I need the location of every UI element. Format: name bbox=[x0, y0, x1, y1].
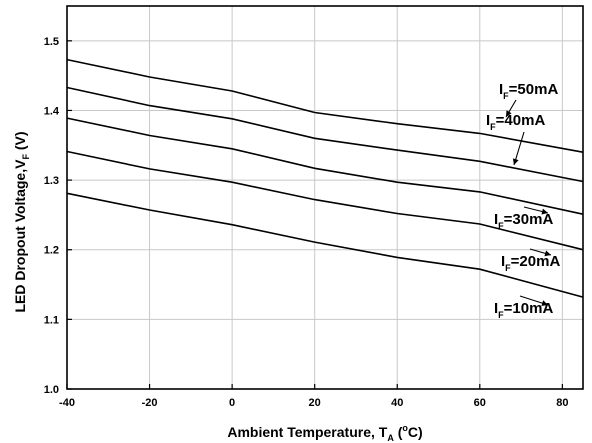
y-tick-label: 1.0 bbox=[44, 384, 59, 396]
tick-marks bbox=[66, 40, 563, 390]
series-line-1 bbox=[66, 86, 584, 183]
series-line-3 bbox=[66, 150, 584, 251]
arrow-head bbox=[541, 208, 548, 215]
series-line-0 bbox=[66, 58, 584, 153]
arrow-head bbox=[506, 110, 512, 117]
x-tick-labels: -40 -20 0 20 40 60 80 bbox=[59, 397, 568, 409]
x-tick-label: 40 bbox=[391, 397, 403, 409]
x-tick-label: 60 bbox=[474, 397, 486, 409]
y-tick-label: 1.3 bbox=[44, 175, 59, 187]
grid-lines bbox=[66, 6, 583, 390]
label-arrows bbox=[505, 99, 552, 306]
arrow-head bbox=[544, 250, 551, 257]
series-label-0: IF=50mA bbox=[499, 81, 558, 101]
series-line-4 bbox=[66, 192, 584, 298]
x-tick-label: 20 bbox=[309, 397, 321, 409]
series-line-2 bbox=[66, 117, 584, 215]
x-tick-label: -40 bbox=[59, 397, 75, 409]
arrow-head bbox=[541, 300, 548, 306]
y-tick-labels: 1.0 1.1 1.2 1.3 1.4 1.5 bbox=[44, 36, 60, 396]
y-tick-label: 1.2 bbox=[44, 245, 59, 257]
y-tick-label: 1.4 bbox=[44, 105, 60, 117]
series-lines bbox=[66, 58, 584, 298]
series-label-1: IF=40mA bbox=[486, 112, 545, 132]
series-label-2: IF=30mA bbox=[494, 211, 553, 231]
x-axis-title: Ambient Temperature, TA (oC) bbox=[227, 423, 422, 443]
series-labels: IF=50mA IF=40mA IF=30mA IF=20mA IF=10mA bbox=[486, 81, 560, 320]
y-tick-label: 1.5 bbox=[44, 36, 59, 48]
x-tick-label: 80 bbox=[556, 397, 568, 409]
series-label-4: IF=10mA bbox=[494, 300, 553, 320]
x-tick-label: 0 bbox=[229, 397, 235, 409]
plot-frame bbox=[66, 5, 584, 390]
x-tick-label: -20 bbox=[142, 397, 158, 409]
series-label-3: IF=20mA bbox=[501, 253, 560, 273]
arrow-head bbox=[512, 158, 519, 165]
y-tick-label: 1.1 bbox=[44, 314, 59, 326]
y-axis-title: LED Dropout Voltage,VF (V) bbox=[12, 131, 31, 312]
